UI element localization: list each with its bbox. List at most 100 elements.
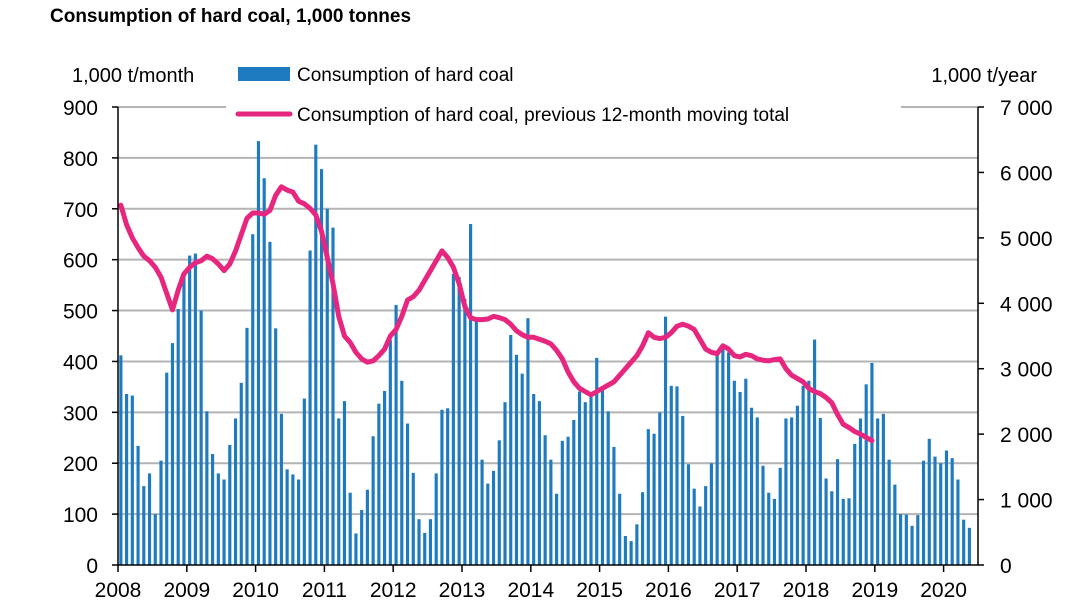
bar-66 [497,440,501,565]
line-series-moving-total [118,184,875,444]
bar-93 [652,433,656,565]
bar-86 [612,446,616,565]
bar-32 [302,398,306,565]
bar-50 [405,423,410,565]
bar-17 [216,473,220,565]
left-tick-label-4: 400 [63,351,98,374]
bar-21 [239,382,243,565]
bar-140 [921,460,926,565]
bar-97 [675,386,679,565]
bar-147 [962,519,966,565]
bar-56 [440,409,444,565]
bar-85 [606,411,610,565]
bar-29 [285,469,289,565]
bar-130 [864,384,868,565]
bar-76 [555,493,559,565]
bar-92 [646,429,650,565]
bar-115 [778,467,782,565]
bar-111 [755,417,759,565]
bar-146 [956,479,960,565]
bar-95 [663,316,668,565]
bar-31 [297,479,301,565]
bar-1 [125,394,129,565]
bar-54 [428,519,433,565]
bar-124 [830,491,834,565]
bar-64 [486,483,490,565]
bar-138 [910,525,914,565]
bar-90 [635,524,639,565]
bar-52 [417,519,421,565]
bar-25 [262,178,266,566]
bar-78 [566,436,570,565]
chart-title: Consumption of hard coal, 1,000 tonnes [50,6,411,27]
bar-99 [686,464,691,565]
bar-143 [939,463,943,565]
bar-16 [211,454,215,565]
bar-2 [130,395,134,565]
bar-70 [520,373,524,565]
x-tick-label-12: 2020 [920,579,967,602]
bar-120 [807,380,811,565]
bar-108 [738,391,742,565]
bar-100 [692,488,696,565]
left-tick-label-8: 800 [63,148,98,171]
bar-10 [176,309,180,565]
bar-62 [474,318,478,565]
legend-label-bar: Consumption of hard coal [297,65,514,86]
bar-81 [583,402,587,565]
bar-148 [967,527,971,565]
bar-79 [572,419,576,565]
bar-128 [853,443,857,565]
bar-0 [119,355,123,565]
bar-118 [795,405,799,565]
bar-109 [744,378,748,565]
axes: 0 100 200 300 400 500 600 700 800 900 0 1 000 2 000 3… [63,97,1053,602]
x-tick-label-7: 2015 [576,579,623,602]
bar-59 [457,276,461,565]
bar-4 [142,486,146,565]
bar-69 [514,354,519,565]
bar-19 [228,444,232,565]
right-tick-label-3: 3 000 [1000,359,1053,382]
x-tick-label-11: 2019 [851,579,898,602]
bar-127 [847,498,851,565]
left-tick-label-2: 200 [63,453,98,476]
bar-126 [841,498,845,565]
bar-142 [933,456,937,565]
left-tick-label-6: 600 [63,250,98,273]
bar-3 [136,445,140,565]
x-tick-label-9: 2017 [714,579,761,602]
bar-73 [537,401,541,565]
bar-133 [881,413,885,565]
bar-61 [469,224,473,566]
legend-label-line: Consumption of hard coal, previous 12-mo… [297,105,789,126]
bar-80 [577,391,582,565]
bar-20 [233,418,238,565]
legend-background [226,100,901,130]
x-tick-label-8: 2016 [645,579,692,602]
bar-11 [182,273,186,565]
bar-55 [434,473,438,565]
bar-48 [394,304,398,565]
bar-63 [480,459,484,565]
bar-33 [308,250,312,565]
bar-84 [600,389,605,565]
left-tick-label-7: 700 [63,199,98,222]
bar-114 [772,498,777,565]
left-axis-unit-label: 1,000 t/month [72,65,194,87]
bar-9 [170,343,175,565]
bar-129 [858,418,863,565]
right-tick-label-6: 6 000 [1000,162,1053,185]
bar-49 [400,380,404,565]
bar-40 [348,492,352,565]
bar-6 [153,514,157,565]
bar-117 [790,417,794,565]
bar-5 [147,473,152,565]
bar-26 [268,241,272,566]
x-tick-label-0: 2008 [95,579,142,602]
bar-37 [331,227,335,566]
bar-42 [360,510,364,565]
bar-113 [767,492,771,565]
bar-105 [721,346,725,565]
